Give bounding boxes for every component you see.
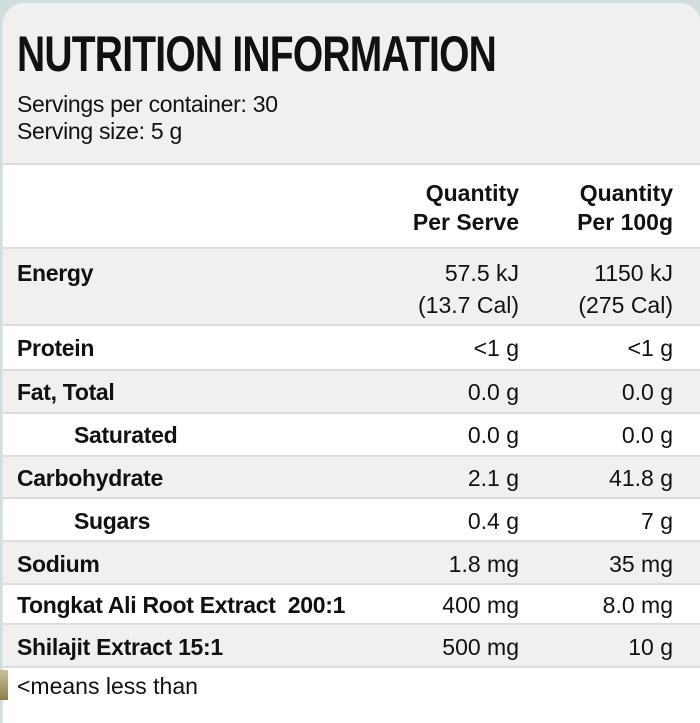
per-100g-value: 41.8 g bbox=[609, 465, 673, 491]
row-label: Sugars bbox=[74, 508, 151, 534]
per-100g-value: 0.0 g bbox=[621, 422, 673, 448]
footnote: <means less than bbox=[17, 673, 198, 699]
per-serve-cal: (13.7 Cal) bbox=[418, 292, 519, 318]
per-serve-value: 2.1 g bbox=[467, 465, 519, 491]
per-100g-value: 35 mg bbox=[609, 551, 673, 577]
serving-size: Serving size: 5 g bbox=[17, 118, 182, 144]
row-label: Tongkat Ali Root Extract 200:1 bbox=[17, 592, 346, 618]
row-label: Energy bbox=[17, 260, 94, 286]
per-serve-value: <1 g bbox=[473, 335, 519, 361]
table-row-saturated: Saturated 0.0 g 0.0 g bbox=[3, 414, 700, 457]
row-label: Fat, Total bbox=[17, 379, 115, 405]
per-100g-value: 1150 kJ (275 Cal) bbox=[578, 257, 673, 321]
table-row-sugars: Sugars 0.4 g 7 g bbox=[3, 499, 700, 542]
table-row-shilajit: Shilajit Extract 15:1 500 mg 10 g bbox=[3, 625, 700, 668]
table-row-sodium: Sodium 1.8 mg 35 mg bbox=[3, 542, 700, 585]
per-100g-value: 7 g bbox=[641, 508, 673, 534]
per-serve-value: 0.0 g bbox=[467, 422, 519, 448]
column-per-100g-line2: Per 100g bbox=[577, 209, 673, 235]
table-row-fat-total: Fat, Total 0.0 g 0.0 g bbox=[3, 371, 700, 414]
row-label: Saturated bbox=[74, 422, 178, 448]
column-per-100g: Quantity Per 100g bbox=[577, 179, 673, 237]
column-per-serve: Quantity Per Serve bbox=[413, 179, 519, 237]
per-100g-value: 0.0 g bbox=[621, 379, 673, 405]
per-100g-cal: (275 Cal) bbox=[578, 292, 673, 318]
per-serve-kj: 57.5 kJ bbox=[444, 260, 519, 286]
per-100g-value: 8.0 mg bbox=[602, 592, 673, 618]
nutrition-panel: NUTRITION INFORMATION Servings per conta… bbox=[2, 3, 700, 723]
background-edge bbox=[0, 670, 8, 700]
column-per-serve-line1: Quantity bbox=[425, 180, 519, 206]
per-serve-value: 0.0 g bbox=[467, 379, 519, 405]
per-serve-value: 1.8 mg bbox=[448, 551, 519, 577]
row-label: Protein bbox=[17, 335, 95, 361]
column-header-row: Quantity Per Serve Quantity Per 100g bbox=[3, 165, 700, 249]
row-label: Carbohydrate bbox=[17, 465, 163, 491]
table-row-energy: Energy 57.5 kJ (13.7 Cal) 1150 kJ (275 C… bbox=[3, 249, 700, 326]
per-100g-value: <1 g bbox=[627, 335, 673, 361]
table-row-tongkat-ali: Tongkat Ali Root Extract 200:1 400 mg 8.… bbox=[3, 585, 700, 625]
label-header: NUTRITION INFORMATION Servings per conta… bbox=[3, 3, 700, 165]
per-100g-kj: 1150 kJ bbox=[594, 260, 673, 286]
per-serve-value: 57.5 kJ (13.7 Cal) bbox=[418, 257, 519, 321]
column-per-100g-line1: Quantity bbox=[579, 180, 673, 206]
servings-per-container: Servings per container: 30 bbox=[17, 91, 278, 117]
column-per-serve-line2: Per Serve bbox=[412, 209, 519, 235]
row-label: Shilajit Extract 15:1 bbox=[17, 634, 223, 660]
label-title: NUTRITION INFORMATION bbox=[17, 26, 497, 82]
per-serve-value: 400 mg bbox=[442, 592, 519, 618]
per-100g-value: 10 g bbox=[628, 634, 673, 660]
table-row-carbohydrate: Carbohydrate 2.1 g 41.8 g bbox=[3, 457, 700, 499]
table-row-protein: Protein <1 g <1 g bbox=[3, 326, 700, 371]
per-serve-value: 500 mg bbox=[442, 634, 519, 660]
per-serve-value: 0.4 g bbox=[467, 508, 519, 534]
row-label: Sodium bbox=[17, 551, 100, 577]
